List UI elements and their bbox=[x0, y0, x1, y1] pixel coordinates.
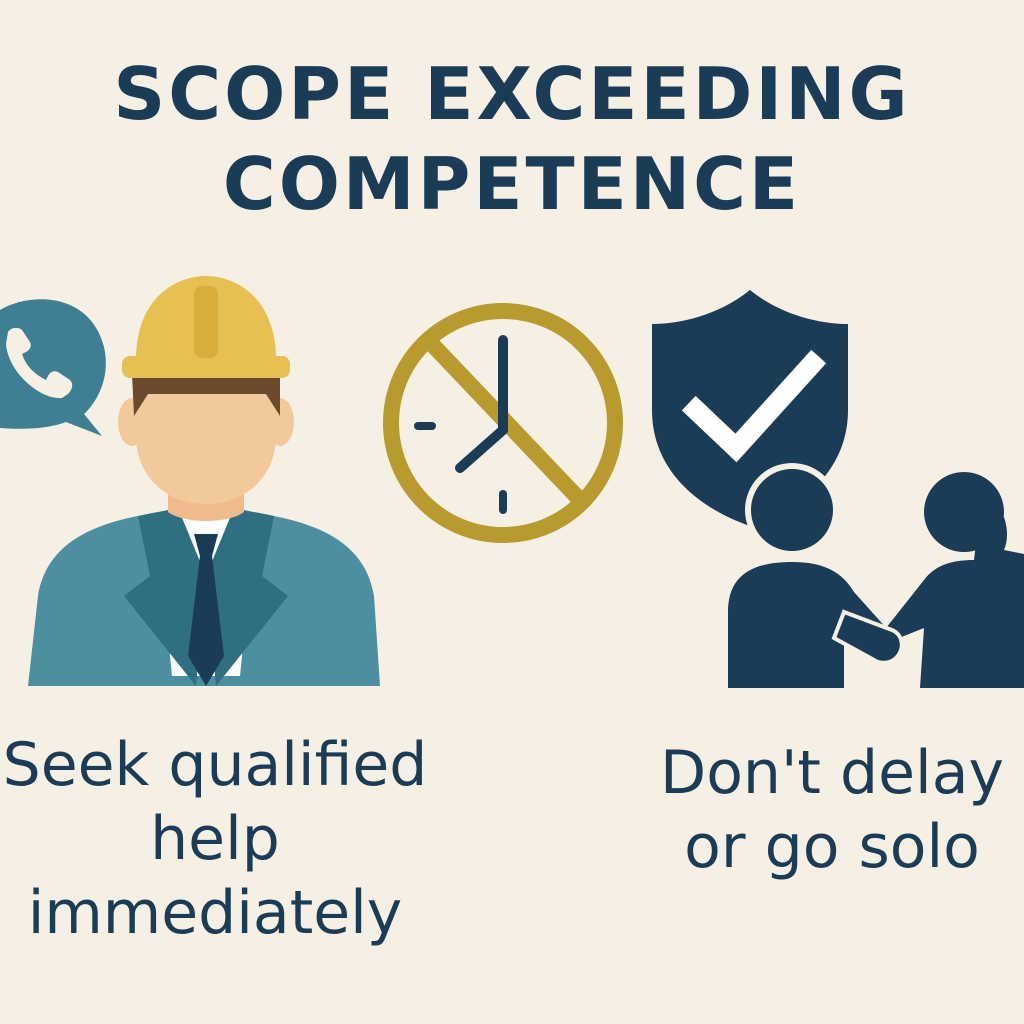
caption-seek-help-line-2: help bbox=[150, 804, 280, 874]
no-delay-clock-icon bbox=[383, 303, 623, 543]
caption-seek-help: Seek qualified help immediately bbox=[0, 728, 430, 950]
page-title-line-1: SCOPE EXCEEDING bbox=[113, 52, 911, 136]
caption-dont-delay-line-2: or go solo bbox=[684, 812, 980, 882]
handshake-people-icon bbox=[728, 463, 1024, 688]
caption-seek-help-line-3: immediately bbox=[27, 878, 403, 948]
caption-seek-help-line-1: Seek qualified bbox=[2, 730, 428, 800]
engineer-hard-hat-icon bbox=[28, 276, 380, 686]
phone-chat-bubble-icon bbox=[0, 299, 106, 436]
page-title-line-2: COMPETENCE bbox=[222, 142, 802, 226]
caption-dont-delay: Don't delay or go solo bbox=[640, 736, 1024, 884]
caption-dont-delay-line-1: Don't delay bbox=[660, 738, 1004, 808]
